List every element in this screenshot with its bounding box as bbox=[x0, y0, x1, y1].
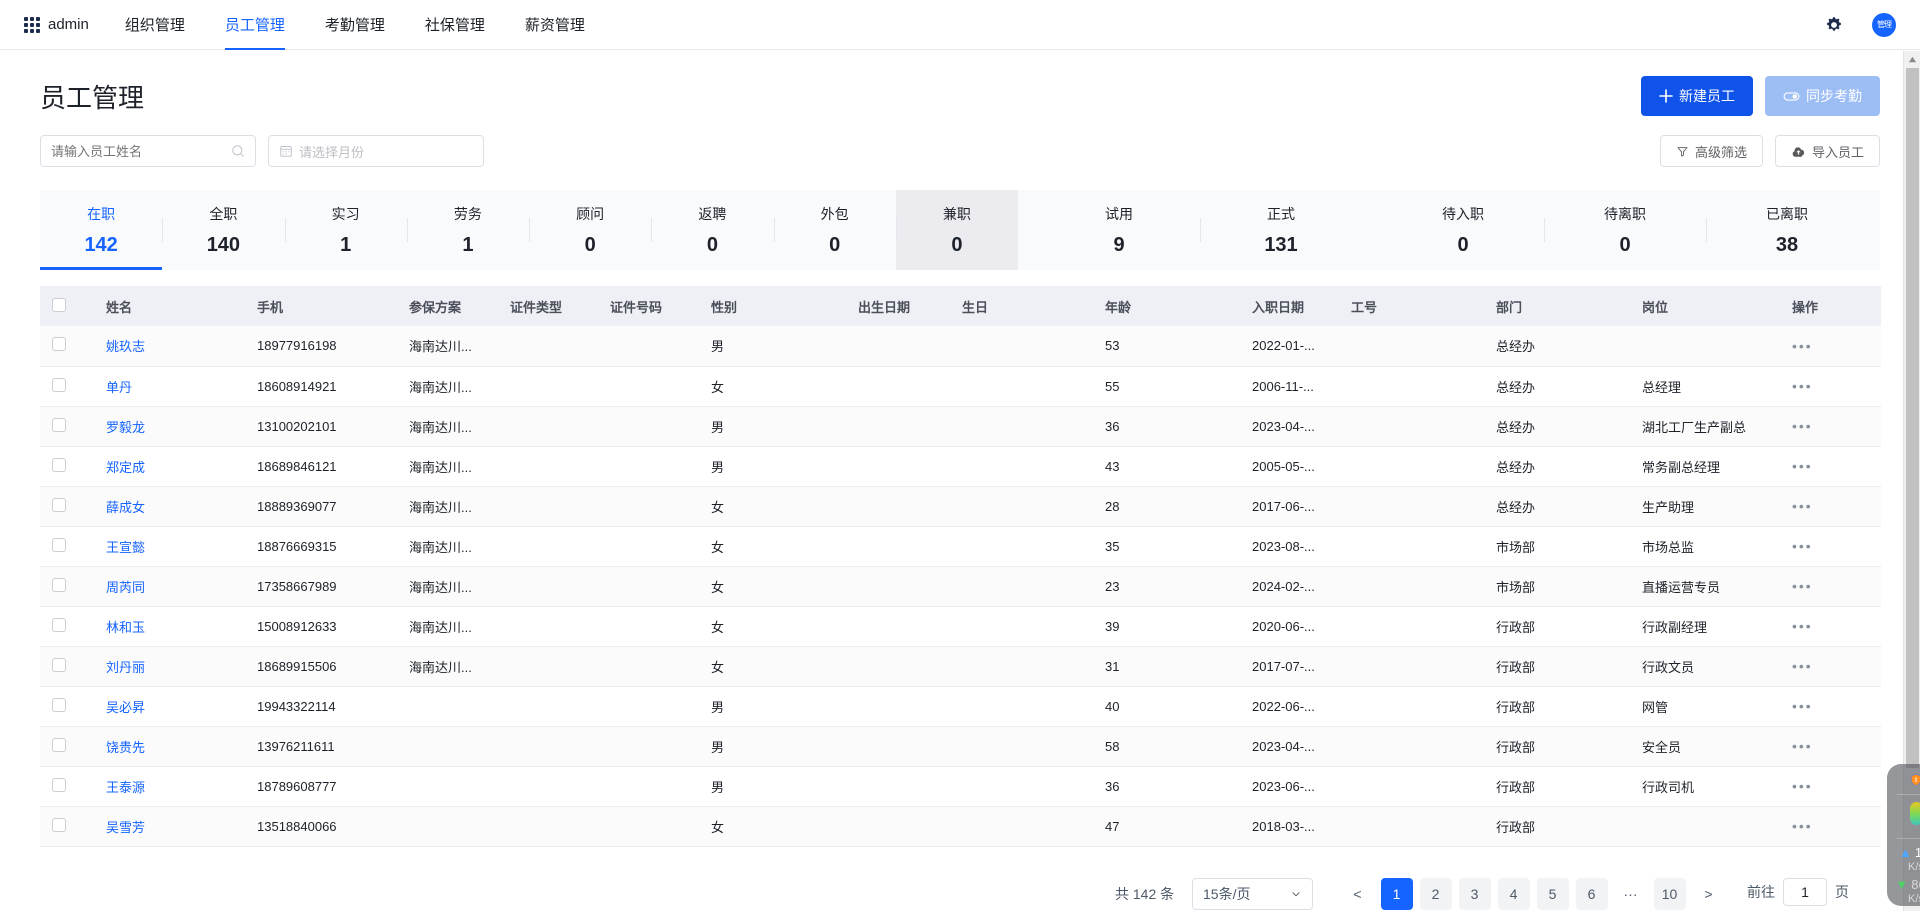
svg-text:1: 1 bbox=[1915, 778, 1918, 784]
